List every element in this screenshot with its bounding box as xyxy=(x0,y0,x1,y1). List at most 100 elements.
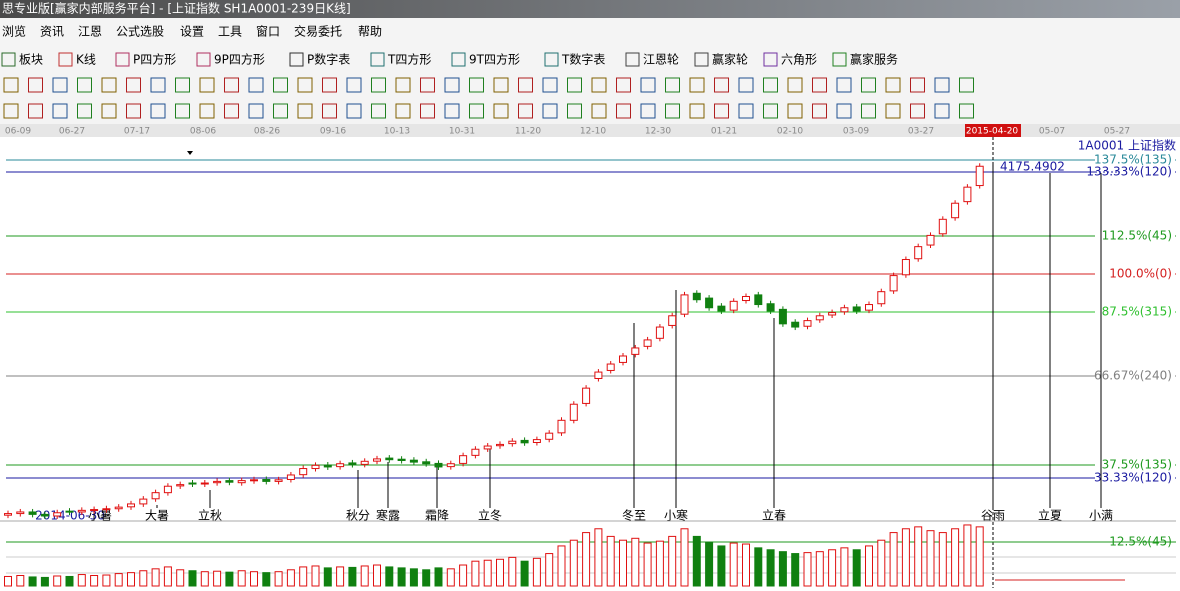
tool-icon[interactable] xyxy=(346,103,362,119)
toolbar-icon[interactable] xyxy=(625,52,640,67)
menu-item[interactable]: 浏览 xyxy=(2,24,26,39)
toolbar-icon[interactable] xyxy=(763,52,778,67)
tool-icon[interactable] xyxy=(77,77,92,93)
tool-icon[interactable] xyxy=(126,103,141,119)
tool-icon[interactable] xyxy=(518,103,533,119)
tool-icon[interactable] xyxy=(248,103,264,119)
tool-icon[interactable] xyxy=(714,103,729,119)
menu-item[interactable]: 帮助 xyxy=(358,25,382,39)
tool-icon[interactable] xyxy=(28,77,43,93)
tool-icon[interactable] xyxy=(787,77,803,93)
tool-icon[interactable] xyxy=(224,103,239,119)
tool-icon[interactable] xyxy=(101,77,117,93)
tool-icon[interactable] xyxy=(591,103,607,119)
tool-icon[interactable] xyxy=(861,103,876,119)
tool-icon[interactable] xyxy=(885,103,901,119)
tool-icon[interactable] xyxy=(126,77,141,93)
tool-icon[interactable] xyxy=(738,103,754,119)
tool-icon[interactable] xyxy=(150,77,166,93)
tool-icon[interactable] xyxy=(199,103,215,119)
tool-icon[interactable] xyxy=(885,77,901,93)
menu-item[interactable]: 资讯 xyxy=(40,25,64,39)
tool-icon[interactable] xyxy=(28,103,43,119)
tool-icon[interactable] xyxy=(836,77,852,93)
tool-icon[interactable] xyxy=(689,103,705,119)
tool-icon[interactable] xyxy=(763,103,778,119)
tool-icon[interactable] xyxy=(322,77,337,93)
tool-icon[interactable] xyxy=(3,77,19,93)
tool-icon[interactable] xyxy=(812,103,827,119)
toolbar-button[interactable]: 9P四方形 xyxy=(214,52,265,67)
tool-icon[interactable] xyxy=(763,77,778,93)
tool-icon[interactable] xyxy=(591,77,607,93)
tool-icon[interactable] xyxy=(640,77,656,93)
tool-icon[interactable] xyxy=(861,77,876,93)
tool-icon[interactable] xyxy=(665,77,680,93)
tool-icon[interactable] xyxy=(444,103,460,119)
tool-icon[interactable] xyxy=(959,77,974,93)
tool-icon[interactable] xyxy=(371,77,386,93)
toolbar-icon[interactable] xyxy=(832,52,847,67)
tool-icon[interactable] xyxy=(420,77,435,93)
tool-icon[interactable] xyxy=(101,103,117,119)
tool-icon[interactable] xyxy=(3,103,19,119)
menu-item[interactable]: 江恩 xyxy=(78,25,102,39)
toolbar-button[interactable]: 江恩轮 xyxy=(643,53,679,67)
tool-icon[interactable] xyxy=(224,77,239,93)
toolbar-icon[interactable] xyxy=(115,52,130,67)
menu-item[interactable]: 窗口 xyxy=(256,25,280,39)
tool-icon[interactable] xyxy=(934,77,950,93)
menu-item[interactable]: 公式选股 xyxy=(116,25,164,39)
tool-icon[interactable] xyxy=(77,103,92,119)
tool-icon[interactable] xyxy=(738,77,754,93)
tool-icon[interactable] xyxy=(836,103,852,119)
tool-icon[interactable] xyxy=(52,77,68,93)
tool-icon[interactable] xyxy=(934,103,950,119)
tool-icon[interactable] xyxy=(175,77,190,93)
tool-icon[interactable] xyxy=(444,77,460,93)
tool-icon[interactable] xyxy=(395,103,411,119)
menu-item[interactable]: 工具 xyxy=(218,25,242,39)
tool-icon[interactable] xyxy=(297,103,313,119)
toolbar-icon[interactable] xyxy=(1,52,16,67)
tool-icon[interactable] xyxy=(714,77,729,93)
tool-icon[interactable] xyxy=(616,77,631,93)
tool-icon[interactable] xyxy=(273,77,288,93)
toolbar-icon[interactable] xyxy=(289,52,304,67)
tool-icon[interactable] xyxy=(518,77,533,93)
tool-icon[interactable] xyxy=(395,77,411,93)
tool-icon[interactable] xyxy=(567,103,582,119)
tool-icon[interactable] xyxy=(542,103,558,119)
toolbar-button[interactable]: K线 xyxy=(76,53,96,67)
tool-icon[interactable] xyxy=(420,103,435,119)
toolbar-icon[interactable] xyxy=(370,52,385,67)
tool-icon[interactable] xyxy=(322,103,337,119)
tool-icon[interactable] xyxy=(175,103,190,119)
tool-icon[interactable] xyxy=(910,77,925,93)
menu-item[interactable]: 交易委托 xyxy=(294,24,342,39)
tool-icon[interactable] xyxy=(248,77,264,93)
tool-icon[interactable] xyxy=(910,103,925,119)
tool-icon[interactable] xyxy=(52,103,68,119)
toolbar-button[interactable]: 六角形 xyxy=(781,53,817,67)
toolbar-button[interactable]: 赢家轮 xyxy=(712,52,748,67)
toolbar-button[interactable]: 9T四方形 xyxy=(469,52,520,67)
toolbar-icon[interactable] xyxy=(544,52,559,67)
tool-icon[interactable] xyxy=(616,103,631,119)
toolbar-button[interactable]: T数字表 xyxy=(561,52,605,67)
toolbar-icon[interactable] xyxy=(451,52,466,67)
tool-icon[interactable] xyxy=(959,103,974,119)
tool-icon[interactable] xyxy=(469,103,484,119)
toolbar-button[interactable]: T四方形 xyxy=(387,52,431,67)
toolbar-button[interactable]: P数字表 xyxy=(307,52,350,67)
toolbar-icon[interactable] xyxy=(58,52,73,67)
tool-icon[interactable] xyxy=(346,77,362,93)
tool-icon[interactable] xyxy=(567,77,582,93)
tool-icon[interactable] xyxy=(199,77,215,93)
toolbar-icon[interactable] xyxy=(196,52,211,67)
tool-icon[interactable] xyxy=(371,103,386,119)
tool-icon[interactable] xyxy=(469,77,484,93)
tool-icon[interactable] xyxy=(297,77,313,93)
tool-icon[interactable] xyxy=(640,103,656,119)
tool-icon[interactable] xyxy=(787,103,803,119)
